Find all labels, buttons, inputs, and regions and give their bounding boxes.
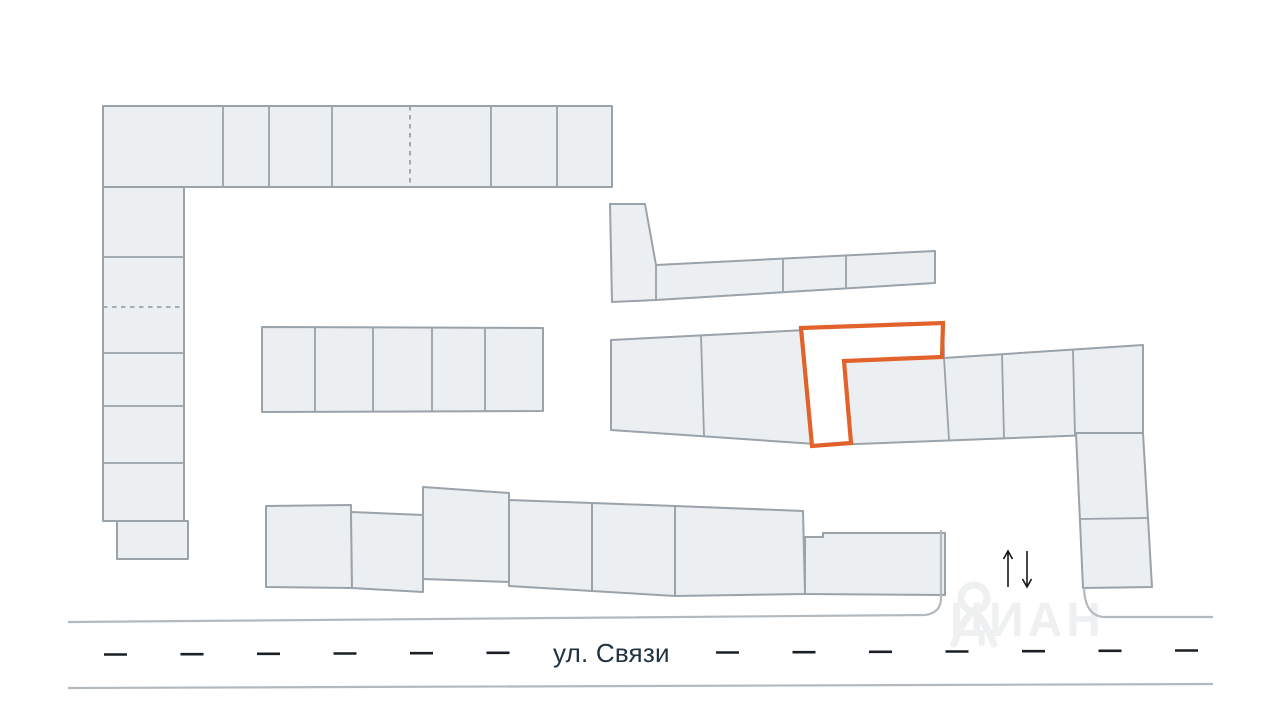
road-bottom-edge	[67, 682, 1214, 690]
building-e-4	[508, 499, 593, 592]
building-c	[609, 203, 936, 303]
building-e-7	[804, 532, 946, 596]
building-d-row-divider	[943, 357, 950, 441]
building-a-top-bar	[102, 105, 613, 188]
building-d-wing	[1075, 432, 1153, 589]
building-e-6	[674, 505, 806, 597]
entry-arrow-up-head	[1002, 549, 1014, 560]
building-e-5	[591, 502, 676, 597]
street-label: ул. Связи	[553, 638, 670, 668]
building-a-left-wing	[102, 186, 185, 522]
building-b	[261, 326, 544, 413]
selected-unit[interactable]	[798, 320, 946, 449]
building-e-1	[265, 504, 353, 589]
building-d-wing-divider	[1079, 517, 1148, 520]
entry-arrow-down-head	[1021, 578, 1033, 589]
building-d-row-divider	[700, 334, 705, 437]
building-e-3	[422, 486, 510, 583]
building-d-row-divider	[1001, 353, 1005, 439]
road-entry-right-kerb	[1082, 587, 1213, 619]
road-top-edge	[67, 530, 943, 624]
building-e-2	[350, 511, 424, 593]
building-a-annex	[116, 520, 189, 560]
building-d-row-divider	[1072, 349, 1076, 437]
